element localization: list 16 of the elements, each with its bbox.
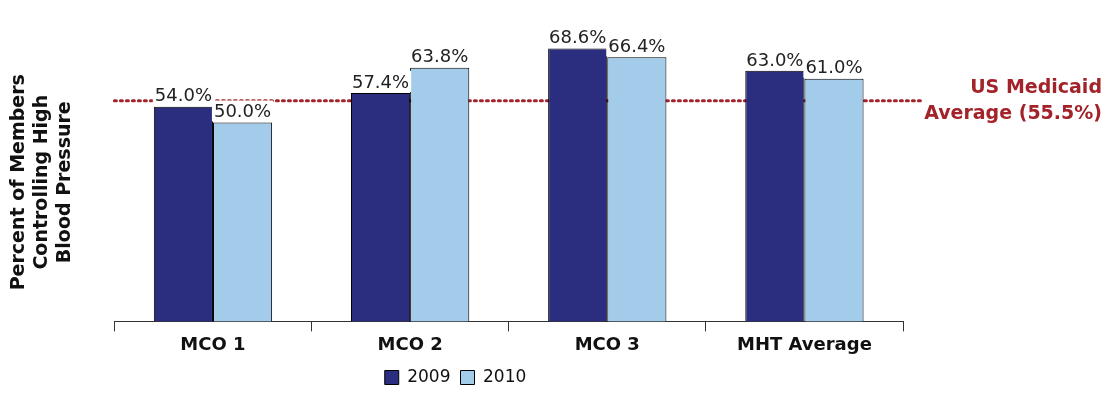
data-label: 63.8%: [411, 45, 469, 67]
data-label: 63.0%: [746, 48, 804, 70]
x-tick-label: MCO 3: [574, 332, 640, 354]
data-label: 61.0%: [805, 56, 863, 78]
data-label: 57.4%: [351, 70, 410, 92]
data-label: 66.4%: [608, 34, 666, 56]
legend-label: 2009: [407, 365, 451, 386]
data-label: 68.6%: [549, 26, 607, 48]
x-tick-label: MCO 1: [180, 332, 246, 354]
ref-line-label: US Medicaid Average (55.5%): [924, 74, 1102, 123]
x-tick-label: MCO 2: [377, 332, 443, 354]
legend-label: 2010: [483, 365, 527, 386]
data-label: 50.0%: [213, 100, 272, 122]
data-label: 54.0%: [154, 84, 212, 106]
x-tick-label: MHT Average: [736, 332, 872, 354]
y-axis-title: Percent of Members Controlling High Blood Pressure: [6, 74, 74, 291]
